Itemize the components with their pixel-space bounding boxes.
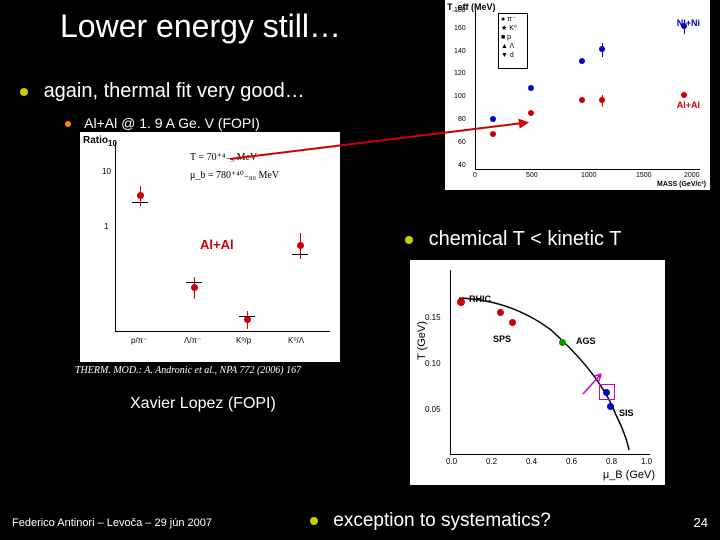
citation-therm: THERM. MOD.: A. Andronic et al., NPA 772… (75, 365, 301, 376)
bullet-main-3-text: exception to systematics? (333, 510, 551, 531)
chart-ylabel: T (GeV) (416, 321, 428, 360)
chart-t-mub: T (GeV) 0.05 0.10 0.15 0.0 0.2 0.4 0.6 0… (410, 260, 665, 485)
chart-label-alal: Al+Al (677, 100, 700, 110)
slide-title: Lower energy still… (60, 8, 341, 45)
bullet-main-3: exception to systematics? (310, 510, 551, 532)
chart-ratio: Ratio10 10 1 p/π⁻ Λ/π⁻ K⁰/p K⁰/Λ T = 70⁺… (80, 132, 340, 362)
bullet-icon (20, 88, 28, 96)
slide-footer: Federico Antinori – Levoča – 29 jún 2007 (12, 517, 212, 529)
chart-teff-mass: T_eff (MeV) 40 60 80 100 120 140 160 180… (445, 0, 710, 190)
bullet-main-2-text: chemical T < kinetic T (429, 228, 622, 250)
chart-ylabel: Ratio10 (83, 135, 117, 148)
slide-number: 24 (694, 515, 708, 530)
bullet-sub-1-text: Al+Al @ 1. 9 A Ge. V (FOPI) (84, 115, 260, 131)
bullet-icon (405, 236, 413, 244)
bullet-icon (65, 121, 71, 127)
chart-mub-text: μ_b = 780⁺⁴⁰₋₈₀ MeV (190, 170, 279, 181)
chart-xlabel: μ_B (GeV) (603, 469, 655, 481)
chart-xlabel: MASS (GeV/c²) (657, 181, 706, 188)
arrow-head-icon (518, 117, 529, 128)
chart-axes: 0.05 0.10 0.15 0.0 0.2 0.4 0.6 0.8 1.0 R… (450, 270, 650, 455)
bullet-icon (310, 517, 318, 525)
bullet-main-2: chemical T < kinetic T (405, 228, 621, 251)
bullet-main-1: again, thermal fit very good… (20, 80, 305, 103)
chart-axes: 40 60 80 100 120 140 160 180 0 500 1000 … (475, 10, 700, 170)
bullet-sub-1: Al+Al @ 1. 9 A Ge. V (FOPI) (65, 115, 260, 131)
chart-label-nini: Ni+Ni (677, 18, 700, 28)
chart-label-alal: Al+Al (200, 237, 234, 252)
bullet-main-1-text: again, thermal fit very good… (44, 80, 305, 102)
caption-xavier: Xavier Lopez (FOPI) (130, 395, 276, 413)
